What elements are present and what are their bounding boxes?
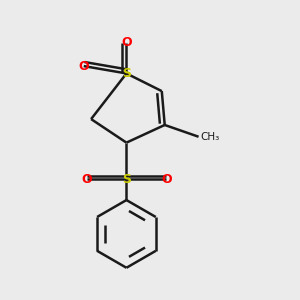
Text: O: O xyxy=(78,60,89,73)
Text: O: O xyxy=(161,173,172,186)
Text: S: S xyxy=(122,173,131,186)
Text: O: O xyxy=(121,36,132,49)
Text: CH₃: CH₃ xyxy=(200,132,219,142)
Text: O: O xyxy=(81,173,92,186)
Text: S: S xyxy=(122,67,131,80)
